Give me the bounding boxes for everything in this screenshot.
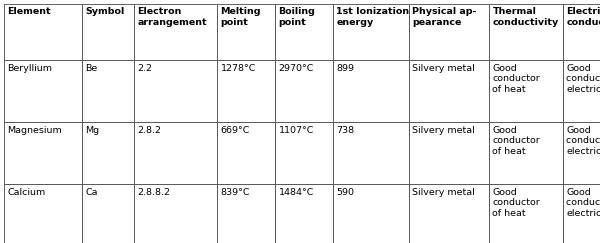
Bar (563, 4, 600, 60)
Bar (275, 60, 333, 122)
Text: 1484°C: 1484°C (278, 188, 314, 197)
Bar (4, 122, 82, 184)
Text: Good
conductor of
electricity: Good conductor of electricity (566, 188, 600, 218)
Text: 2.2: 2.2 (137, 63, 152, 72)
Text: 2.8.8.2: 2.8.8.2 (137, 188, 170, 197)
Text: 669°C: 669°C (221, 125, 250, 134)
Text: 2970°C: 2970°C (278, 63, 314, 72)
Bar (217, 122, 275, 184)
Text: Symbol: Symbol (86, 8, 125, 17)
Bar (563, 184, 600, 243)
Bar (409, 4, 489, 60)
Bar (333, 184, 409, 243)
Text: Electrical
conductivity: Electrical conductivity (566, 8, 600, 27)
Bar (489, 122, 563, 184)
Text: 1107°C: 1107°C (278, 125, 314, 134)
Bar (489, 4, 563, 60)
Text: Element: Element (7, 8, 51, 17)
Text: Magnesium: Magnesium (7, 125, 62, 134)
Text: 839°C: 839°C (221, 188, 250, 197)
Bar (275, 4, 333, 60)
Text: Calcium: Calcium (7, 188, 46, 197)
Text: Mg: Mg (86, 125, 100, 134)
Text: Be: Be (86, 63, 98, 72)
Bar (4, 4, 82, 60)
Text: Silvery metal: Silvery metal (413, 63, 475, 72)
Text: 1278°C: 1278°C (221, 63, 256, 72)
Text: Physical ap-
pearance: Physical ap- pearance (413, 8, 477, 27)
Bar (82, 60, 134, 122)
Bar (217, 184, 275, 243)
Bar (134, 4, 217, 60)
Bar (217, 4, 275, 60)
Text: Silvery metal: Silvery metal (413, 188, 475, 197)
Bar (409, 184, 489, 243)
Text: Boiling
point: Boiling point (278, 8, 316, 27)
Text: Silvery metal: Silvery metal (413, 125, 475, 134)
Bar (134, 60, 217, 122)
Text: Good
conductor of
electricity: Good conductor of electricity (566, 63, 600, 94)
Bar (333, 4, 409, 60)
Text: Ca: Ca (86, 188, 98, 197)
Text: 899: 899 (337, 63, 355, 72)
Bar (563, 60, 600, 122)
Bar (333, 60, 409, 122)
Text: 2.8.2: 2.8.2 (137, 125, 161, 134)
Text: Beryllium: Beryllium (7, 63, 53, 72)
Bar (333, 122, 409, 184)
Text: Thermal
conductivity: Thermal conductivity (493, 8, 559, 27)
Bar (489, 60, 563, 122)
Bar (82, 184, 134, 243)
Text: 738: 738 (337, 125, 355, 134)
Bar (82, 122, 134, 184)
Text: Melting
point: Melting point (221, 8, 261, 27)
Bar (4, 60, 82, 122)
Bar (409, 122, 489, 184)
Text: Good
conductor
of heat: Good conductor of heat (493, 125, 540, 156)
Bar (217, 60, 275, 122)
Bar (4, 184, 82, 243)
Bar (563, 122, 600, 184)
Text: Good
conductor of
electricity: Good conductor of electricity (566, 125, 600, 156)
Bar (275, 122, 333, 184)
Bar (134, 122, 217, 184)
Bar (275, 184, 333, 243)
Bar (134, 184, 217, 243)
Bar (82, 4, 134, 60)
Bar (489, 184, 563, 243)
Text: 1st Ionization
energy: 1st Ionization energy (337, 8, 410, 27)
Text: Good
conductor
of heat: Good conductor of heat (493, 63, 540, 94)
Text: 590: 590 (337, 188, 355, 197)
Bar (409, 60, 489, 122)
Text: Good
conductor
of heat: Good conductor of heat (493, 188, 540, 218)
Text: Electron
arrangement: Electron arrangement (137, 8, 207, 27)
